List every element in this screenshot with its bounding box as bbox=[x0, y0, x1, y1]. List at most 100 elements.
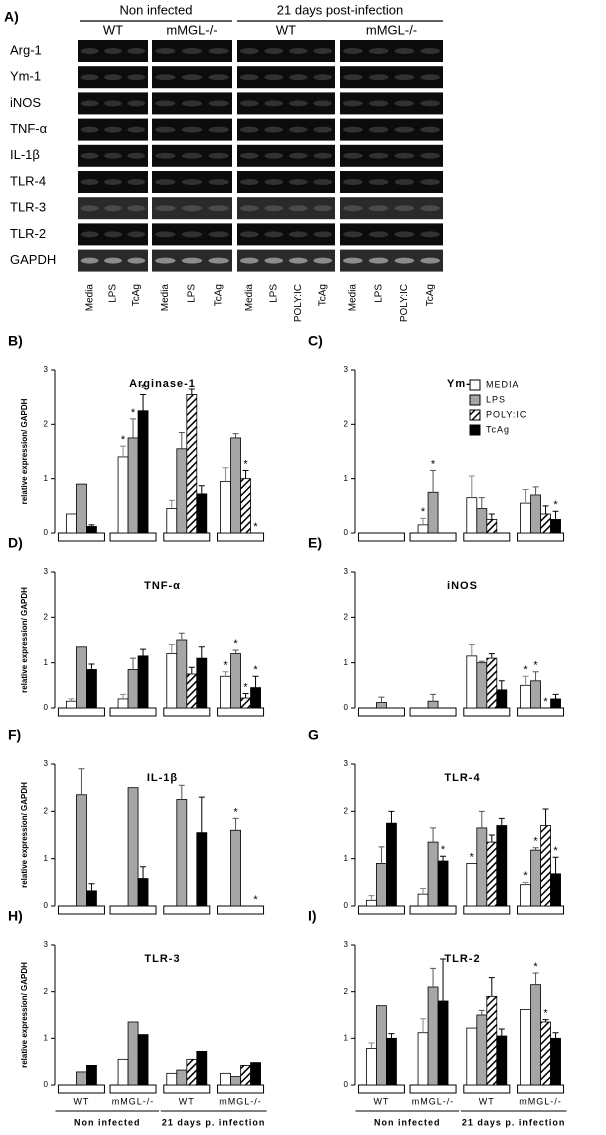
error-bar bbox=[232, 433, 239, 438]
bar bbox=[117, 1058, 129, 1086]
gel-band bbox=[181, 74, 203, 81]
bar bbox=[220, 480, 231, 534]
bar bbox=[496, 1035, 508, 1086]
bar bbox=[530, 984, 541, 1086]
group-label: WT bbox=[73, 1096, 89, 1106]
error-bar bbox=[420, 887, 427, 895]
bar bbox=[466, 655, 478, 709]
bar bbox=[437, 860, 449, 907]
y-axis-label: relative expression/ GAPDH bbox=[20, 587, 29, 693]
significance-mark: * bbox=[131, 407, 136, 419]
y-tick-label: 3 bbox=[344, 365, 349, 374]
gel-panel bbox=[78, 118, 148, 141]
gel-panel bbox=[78, 66, 148, 89]
bar bbox=[427, 841, 439, 907]
gel-band bbox=[208, 205, 229, 212]
bar bbox=[386, 822, 397, 907]
gel-band bbox=[155, 231, 176, 238]
gel-band bbox=[208, 257, 229, 264]
error-bar bbox=[368, 1042, 375, 1049]
error-bar bbox=[252, 675, 259, 688]
y-tick-label: 1 bbox=[344, 474, 349, 483]
gel-band bbox=[239, 74, 259, 81]
error-bar bbox=[532, 486, 539, 495]
group-label: mMGL-/- bbox=[412, 1096, 455, 1106]
gel-band bbox=[264, 126, 284, 133]
bar bbox=[550, 873, 561, 907]
error-bar bbox=[198, 796, 205, 833]
error-bar bbox=[430, 827, 437, 843]
group-bracket bbox=[517, 707, 565, 717]
genotype-label: mMGL-/- bbox=[366, 22, 417, 37]
genotype-label: WT bbox=[276, 22, 296, 37]
legend-label: TcAg bbox=[486, 424, 510, 434]
gel-panel bbox=[340, 118, 443, 141]
gel-band bbox=[104, 152, 122, 159]
bar bbox=[137, 878, 149, 907]
gel-panel bbox=[340, 92, 443, 115]
y-tick-label: 1 bbox=[44, 854, 49, 863]
lane-label: Media bbox=[160, 284, 171, 312]
group-bracket bbox=[357, 905, 405, 915]
bar bbox=[166, 653, 178, 709]
bar bbox=[466, 497, 478, 534]
gel-band bbox=[127, 48, 146, 54]
gel-band bbox=[127, 205, 146, 212]
significance-mark: * bbox=[523, 870, 528, 882]
gel-band bbox=[239, 48, 259, 54]
chart-title: iNOS bbox=[447, 580, 478, 592]
group-bracket bbox=[163, 1084, 211, 1094]
bar bbox=[117, 456, 129, 534]
error-bar bbox=[440, 958, 447, 1001]
bar bbox=[520, 502, 531, 534]
legend-swatch bbox=[469, 409, 481, 421]
error-bar bbox=[198, 646, 205, 659]
bar bbox=[476, 827, 488, 907]
error-bar bbox=[478, 1009, 485, 1015]
bar bbox=[166, 1072, 178, 1086]
gel-band bbox=[288, 231, 308, 238]
y-tick-label: 2 bbox=[344, 419, 349, 428]
gel-panel bbox=[237, 197, 335, 220]
gel-panel bbox=[152, 66, 232, 89]
group-bracket bbox=[463, 707, 511, 717]
error-bar bbox=[388, 810, 395, 824]
bar bbox=[196, 493, 208, 534]
error-bar bbox=[468, 644, 475, 656]
y-tick-label: 0 bbox=[344, 1080, 349, 1089]
panel-label: D) bbox=[8, 535, 23, 551]
error-bar bbox=[488, 977, 495, 997]
gel-band bbox=[127, 179, 146, 185]
gel-band bbox=[239, 257, 259, 264]
error-bar bbox=[222, 467, 229, 482]
gel-band bbox=[208, 48, 229, 54]
error-bar bbox=[488, 653, 495, 659]
legend-label: MEDIA bbox=[486, 379, 520, 389]
y-tick-label: 0 bbox=[344, 901, 349, 910]
lane-label: POLY:IC bbox=[293, 284, 304, 322]
significance-mark: * bbox=[543, 1008, 548, 1020]
error-bar bbox=[140, 393, 147, 411]
gene-label: TLR-4 bbox=[10, 173, 46, 188]
error-bar bbox=[478, 810, 485, 828]
y-tick-label: 2 bbox=[344, 987, 349, 996]
gel-band bbox=[181, 48, 203, 54]
panel-label: H) bbox=[8, 908, 23, 924]
gel-band bbox=[264, 205, 284, 212]
legend-swatch bbox=[469, 424, 481, 436]
bar bbox=[427, 491, 439, 534]
gel-panel bbox=[78, 144, 148, 167]
bar bbox=[466, 863, 478, 907]
bar bbox=[86, 890, 97, 907]
significance-mark: * bbox=[233, 806, 238, 818]
gel-band bbox=[420, 48, 440, 54]
gel-band bbox=[264, 231, 284, 238]
gel-band bbox=[208, 74, 229, 81]
bar bbox=[127, 437, 139, 534]
gel-band bbox=[343, 100, 363, 107]
gel-band bbox=[313, 257, 333, 264]
y-tick-label: 1 bbox=[44, 1033, 49, 1042]
gel-band bbox=[313, 126, 333, 133]
gel-band bbox=[343, 48, 363, 54]
bar bbox=[366, 1048, 377, 1086]
